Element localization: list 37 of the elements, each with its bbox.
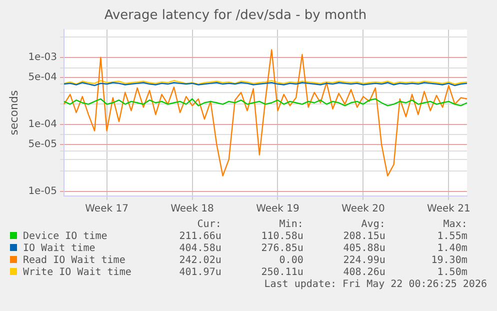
y-tick-label: 5e-04	[28, 72, 58, 84]
text: 401.97u	[178, 266, 222, 278]
text: 404.58u	[178, 242, 222, 254]
x-tick-label: Week 17	[85, 204, 128, 215]
text: 224.99u	[342, 254, 386, 266]
x-tick-label: Week 20	[342, 204, 385, 215]
text: 242.02u	[178, 254, 222, 266]
text: Min:	[278, 218, 304, 230]
text: 408.26u	[342, 266, 386, 278]
y-tick-label: 1e-05	[28, 186, 58, 197]
text: 1.55m	[436, 230, 468, 242]
legend-label: Write IO Wait time	[22, 266, 132, 278]
text: 405.88u	[342, 242, 386, 254]
x-tick-label: Week 19	[256, 204, 300, 215]
text: 211.66u	[178, 230, 222, 242]
text: Cur:	[196, 218, 222, 230]
x-tick-label: Week 18	[170, 204, 214, 215]
text: Last update: Fri May 22 00:26:25 2026	[264, 279, 487, 290]
text: Max:	[442, 218, 468, 230]
text: 208.15u	[342, 230, 386, 242]
legend-label: IO Wait time	[22, 242, 96, 254]
text: 1.40m	[436, 242, 468, 254]
y-tick-label: 1e-04	[28, 118, 58, 130]
y-axis-title: seconds	[7, 90, 20, 136]
y-tick-label: 1e-03	[28, 52, 58, 63]
text: 1.50m	[436, 266, 468, 278]
text: Avg:	[360, 218, 386, 230]
legend-label: Read IO Wait time	[22, 254, 126, 266]
x-tick-label: Week 21	[427, 204, 470, 215]
text: 0.00	[278, 254, 304, 266]
legend-label: Device IO time	[22, 230, 108, 242]
text: 110.58u	[260, 230, 304, 242]
text: 276.85u	[260, 242, 304, 254]
text: 19.30m	[430, 254, 468, 266]
y-tick-label: 5e-05	[28, 139, 58, 150]
text: 250.11u	[260, 266, 304, 278]
chart-title: Average latency for /dev/sda - by month	[104, 8, 367, 24]
